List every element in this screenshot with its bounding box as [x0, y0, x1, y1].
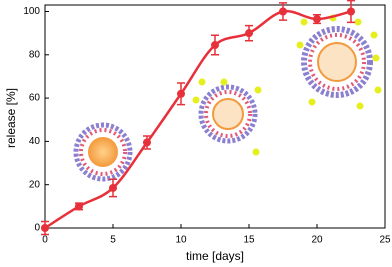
x-tick-label: 10 — [175, 235, 187, 246]
data-point — [347, 7, 355, 16]
data-point — [279, 7, 287, 16]
data-point — [41, 224, 49, 232]
y-tick-label: 0 — [34, 223, 40, 234]
data-point — [109, 183, 117, 192]
y-tick-label: 40 — [29, 136, 41, 147]
y-tick-label: 100 — [23, 6, 40, 17]
data-point — [177, 89, 185, 98]
x-tick-label: 25 — [379, 235, 391, 246]
x-tick-label: 0 — [42, 235, 48, 246]
y-tick-label: 80 — [29, 49, 41, 60]
data-point — [75, 202, 83, 211]
data-point — [245, 29, 253, 38]
y-tick-label: 20 — [29, 179, 41, 190]
data-point — [313, 15, 321, 24]
plot-frame — [44, 4, 386, 229]
x-tick-label: 5 — [110, 235, 116, 246]
x-tick-label: 20 — [311, 235, 323, 246]
y-tick-label: 60 — [29, 93, 41, 104]
x-tick-label: 15 — [243, 235, 255, 246]
fit-curve — [44, 9, 352, 230]
y-axis-title: release [%] — [4, 88, 18, 148]
x-axis-title: time [days] — [186, 249, 244, 263]
illustration — [73, 14, 382, 182]
data-point — [211, 41, 219, 50]
data-point — [143, 138, 151, 147]
